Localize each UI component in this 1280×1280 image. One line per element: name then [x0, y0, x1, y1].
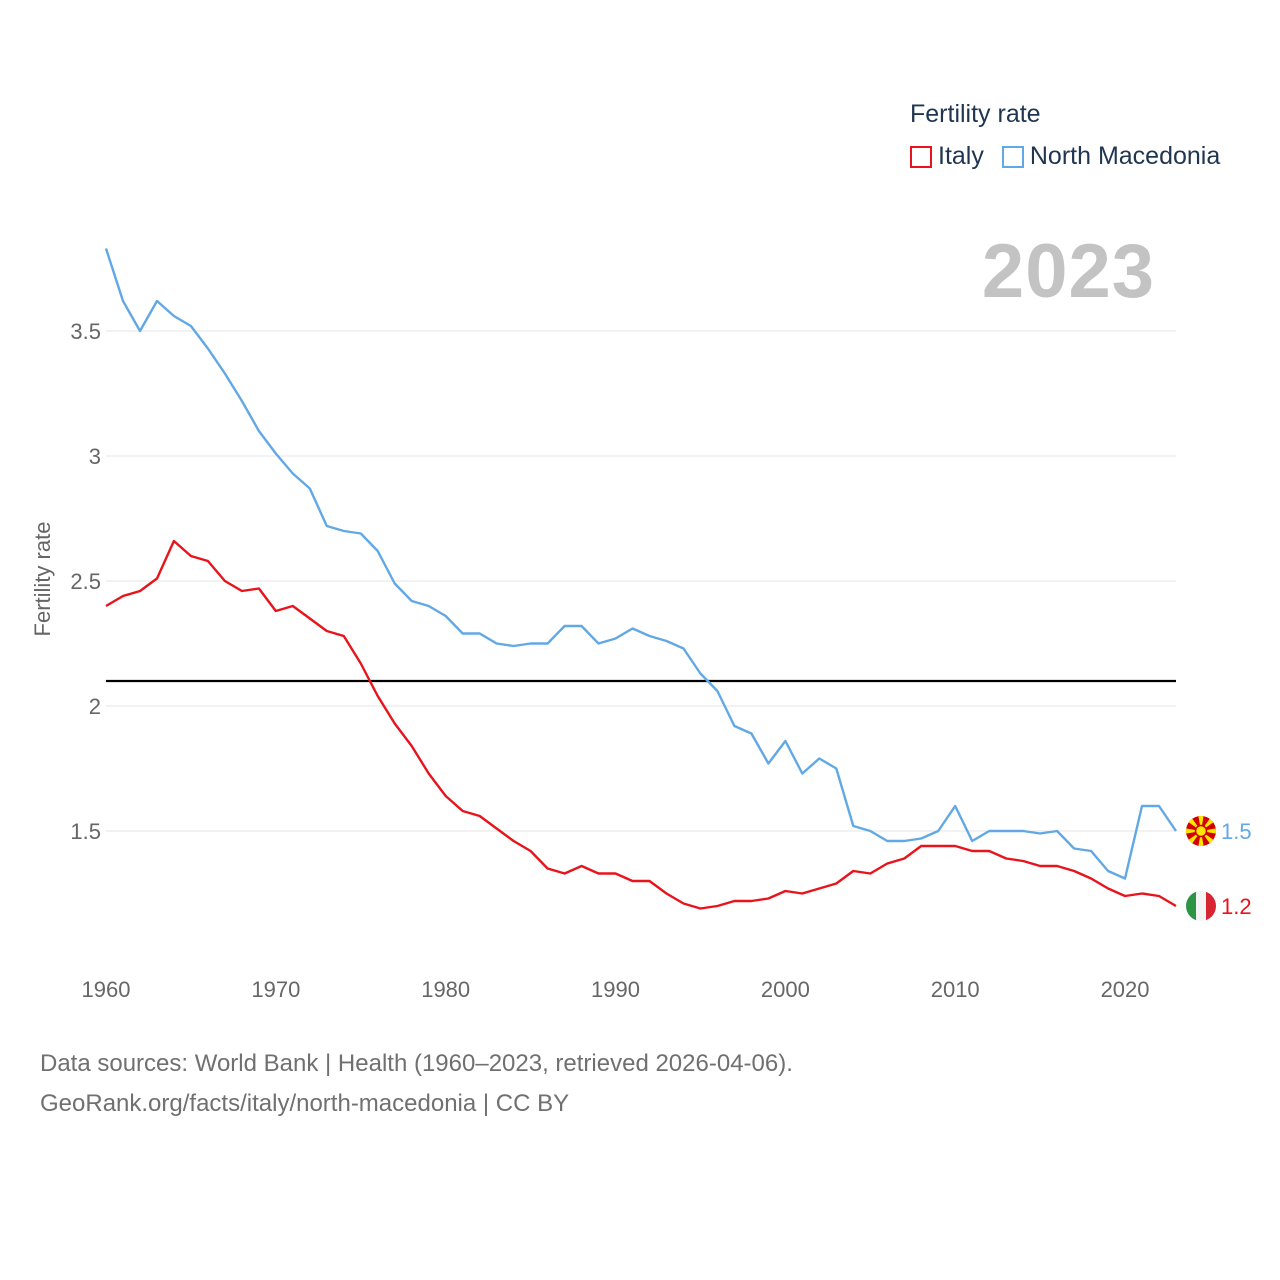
- legend-title: Fertility rate: [910, 100, 1041, 128]
- italy-flag-icon: [1186, 891, 1216, 921]
- y-tick-label: 2: [89, 694, 101, 719]
- north-macedonia-flag-icon: [1186, 816, 1216, 846]
- x-tick-label: 1990: [591, 977, 640, 1002]
- x-tick-label: 1970: [251, 977, 300, 1002]
- y-tick-label: 1.5: [70, 819, 101, 844]
- north-macedonia-end-label: 1.5: [1221, 819, 1252, 844]
- x-tick-label: 1960: [82, 977, 131, 1002]
- x-tick-label: 2000: [761, 977, 810, 1002]
- legend-label-italy: Italy: [938, 142, 984, 170]
- y-tick-labels: 1.5 2 2.5 3 3.5: [70, 319, 101, 844]
- legend: Italy North Macedonia: [910, 142, 1220, 171]
- source-line-1: Data sources: World Bank | Health (1960–…: [40, 1050, 793, 1077]
- x-tick-label: 1980: [421, 977, 470, 1002]
- source-line-2[interactable]: GeoRank.org/facts/italy/north-macedonia …: [40, 1090, 570, 1117]
- end-markers: 1.2 1.5: [1186, 816, 1252, 921]
- legend-item-north-macedonia[interactable]: North Macedonia: [1001, 142, 1221, 171]
- italy-end-marker: 1.2: [1186, 891, 1252, 921]
- y-axis-title: Fertility rate: [30, 522, 55, 637]
- year-display: 2023: [981, 229, 1155, 314]
- italy-swatch: [910, 145, 932, 168]
- grid-lines: [106, 330, 1176, 832]
- y-tick-label: 2.5: [70, 569, 101, 594]
- source-note: Data sources: World Bank | Health (1960–…: [40, 1044, 793, 1124]
- y-tick-label: 3.5: [70, 319, 101, 344]
- x-tick-labels: 1960 1970 1980 1990 2000 2010 2020: [82, 977, 1150, 1002]
- legend-item-italy[interactable]: Italy: [910, 142, 984, 171]
- italy-end-label: 1.2: [1221, 894, 1252, 919]
- north-macedonia-end-marker: 1.5: [1186, 816, 1252, 846]
- x-tick-label: 2020: [1101, 977, 1150, 1002]
- series-lines: [104, 248, 1177, 910]
- legend-label-north-macedonia: North Macedonia: [1029, 142, 1221, 170]
- x-tick-label: 2010: [931, 977, 980, 1002]
- north-macedonia-line: [104, 248, 1177, 880]
- italy-line: [105, 539, 1177, 910]
- north-macedonia-swatch: [1001, 145, 1024, 168]
- y-tick-label: 3: [89, 444, 101, 469]
